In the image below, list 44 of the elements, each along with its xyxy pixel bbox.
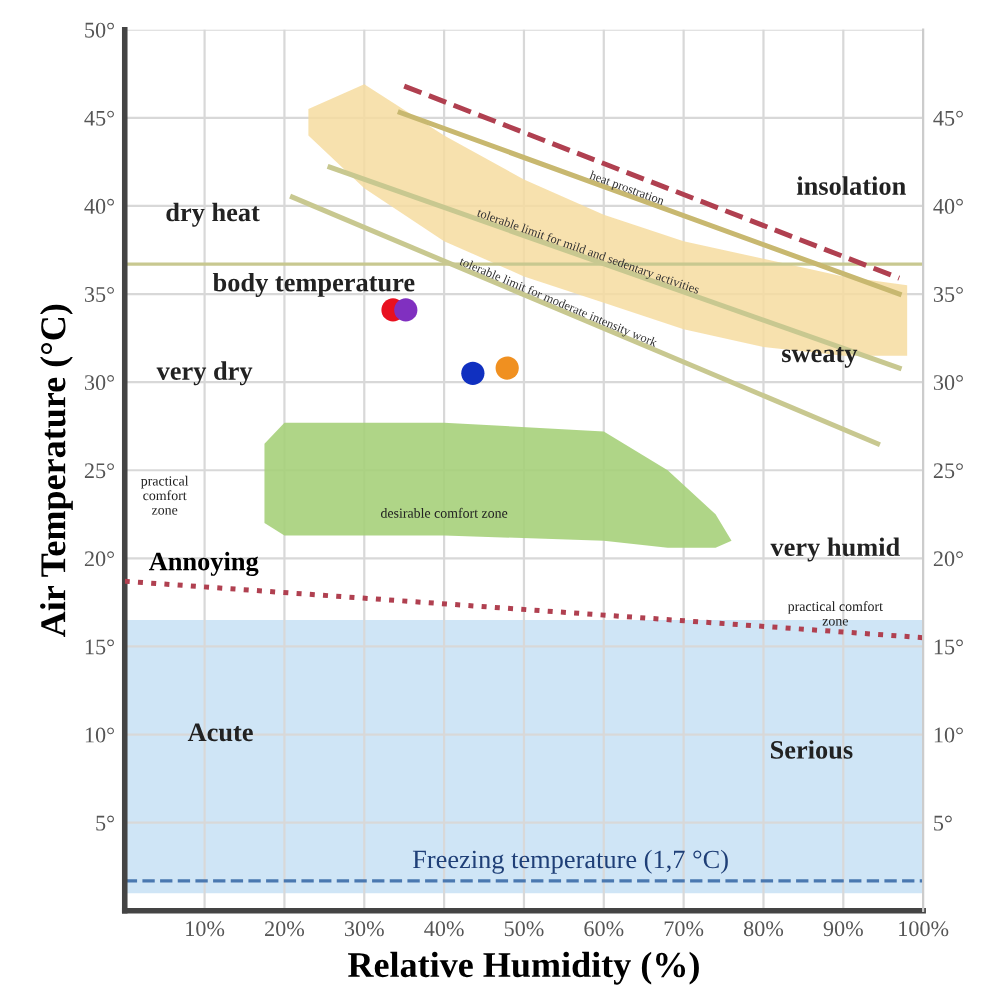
x-tick-label: 60% [584, 921, 624, 937]
annotation: sweaty [782, 347, 858, 368]
annotation: Serious [770, 740, 853, 759]
annotation: insolation [796, 176, 906, 195]
annotation: Acute [187, 723, 253, 742]
y2-tick-label: 20° [933, 551, 963, 567]
ref-line-label: Freezing temperature (1,7 °C) [412, 849, 728, 874]
y-tick-label: 40° [84, 198, 114, 214]
point [461, 361, 485, 385]
y-tick-label: 10° [85, 727, 114, 743]
annotation: very humid [770, 537, 900, 562]
y-tick-label: 50° [85, 22, 114, 38]
x-tick-label: 80% [743, 921, 784, 937]
y2-tick-label: 35° [933, 286, 963, 302]
series-label: Annoying [148, 551, 259, 576]
y2-tick-label: 15° [934, 639, 963, 655]
y2-tick-label: 45° [933, 110, 963, 126]
point [495, 356, 519, 380]
x-axis-title: Relative Humidity (%) [348, 951, 699, 985]
y-tick-label: 15° [85, 639, 114, 655]
y-tick-label: 35° [84, 286, 114, 302]
annotation: very dry [156, 361, 253, 386]
x-tick-label: 30% [344, 921, 384, 937]
y-tick-label: 5° [96, 815, 114, 831]
x-tick-label: 50% [504, 921, 544, 937]
y2-tick-label: 40° [933, 198, 963, 214]
y-tick-label: 25° [84, 463, 114, 479]
x-tick-label: 10% [186, 921, 225, 937]
point [394, 298, 418, 322]
annotation: dry heat [166, 202, 260, 227]
y-axis-title: Air Temperature (°C) [40, 304, 73, 637]
ref-line-label: body temperature [212, 272, 415, 297]
x-tick-label: 40% [424, 921, 464, 937]
y2-tick-label: 5° [934, 815, 952, 831]
y2-tick-label: 25° [933, 463, 963, 479]
y-tick-label: 45° [84, 110, 114, 126]
y2-tick-label: 10° [934, 727, 963, 743]
y-tick-label: 20° [84, 551, 114, 567]
x-tick-label: 20% [265, 921, 305, 937]
y2-tick-label: 30° [933, 375, 963, 391]
x-tick-label: 70% [664, 921, 704, 937]
y-tick-label: 30° [84, 375, 114, 391]
x-tick-label: 100% [899, 921, 949, 937]
x-tick-label: 90% [823, 921, 863, 937]
